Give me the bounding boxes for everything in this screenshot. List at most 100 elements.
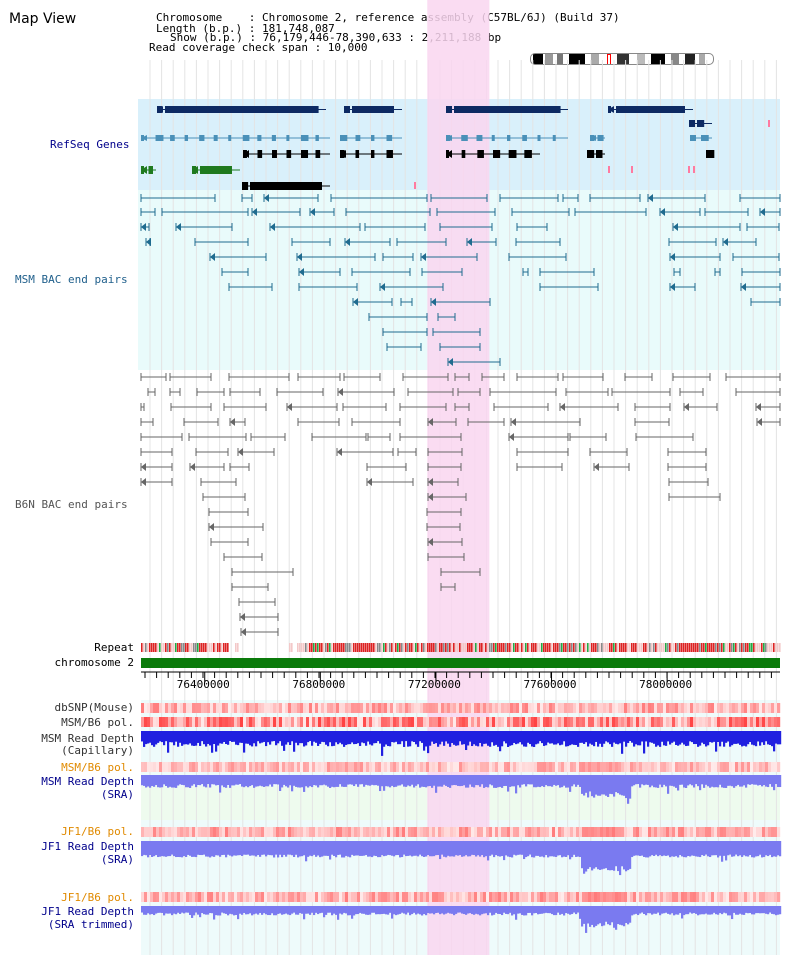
dbsnp-heat-cell [759, 703, 763, 713]
jf1-pol-heat-cell [477, 827, 481, 837]
jf1-trim-depth-bar [287, 906, 290, 915]
jf1-sra-depth-bar [561, 841, 564, 858]
msm-sra-depth-bar [583, 775, 586, 796]
msm-sra-depth-bar [287, 775, 290, 788]
jf1-pol-heat-cell [339, 827, 343, 837]
msm-capillary-depth-bar [525, 731, 528, 747]
jf1-sra-depth-bar [199, 841, 202, 856]
msm-pol2-heat-cell [507, 762, 511, 772]
track-label-msm-bac[interactable]: MSM BAC end pairs [15, 273, 128, 286]
msm-pol-heat-cell [417, 717, 421, 727]
jf1-trim-depth-bar [729, 906, 732, 916]
msm-capillary-depth-bar [747, 731, 750, 745]
jf1-pol2-heat-cell [465, 892, 469, 902]
track-label-b6n-bac[interactable]: B6N BAC end pairs [15, 498, 128, 511]
msm-capillary-depth-bar [521, 731, 524, 745]
msm-sra-depth-bar [537, 775, 540, 787]
repeat-block [563, 643, 565, 652]
repeat-block [693, 643, 695, 652]
track-label-refseq[interactable]: RefSeq Genes [50, 138, 130, 151]
msm-sra-depth-bar [467, 775, 470, 788]
msm-pol2-heat-cell [150, 762, 154, 772]
msm-capillary-depth-bar [765, 731, 768, 742]
jf1-sra-depth-bar [327, 841, 330, 856]
jf1-sra-depth-bar [193, 841, 196, 857]
repeat-block [355, 643, 357, 652]
msm-pol2-heat-cell [573, 762, 577, 772]
msm-sra-depth-bar [657, 775, 660, 788]
msm-capillary-depth-bar [417, 731, 420, 747]
msm-capillary-depth-bar [769, 731, 772, 745]
msm-pol-heat-cell [342, 717, 346, 727]
msm-capillary-depth-bar [727, 731, 730, 742]
msm-pol2-heat-cell [513, 762, 517, 772]
msm-capillary-depth-bar [549, 731, 552, 744]
jf1-trim-depth-bar [527, 906, 530, 913]
jf1-sra-depth-bar [571, 841, 574, 858]
jf1-pol-heat-cell [519, 827, 523, 837]
msm-sra-depth-bar [487, 775, 490, 788]
msm-pol-heat-cell [513, 717, 517, 727]
jf1-sra-depth-bar [291, 841, 294, 856]
msm-capillary-depth-bar [697, 731, 700, 747]
chromosome-ideogram[interactable] [530, 53, 714, 65]
repeat-block [407, 643, 409, 652]
msm-pol2-heat-cell [471, 762, 475, 772]
jf1-pol2-heat-cell [723, 892, 727, 902]
jf1-trim-depth-bar [359, 906, 362, 913]
jf1-pol-heat-cell [570, 827, 574, 837]
msm-sra-depth-bar [669, 775, 672, 786]
repeat-block [641, 643, 643, 652]
jf1-pol2-heat-cell [768, 892, 772, 902]
jf1-pol-heat-cell [759, 827, 763, 837]
msm-capillary-depth-bar [309, 731, 312, 742]
msm-bac-pair-arrow [723, 238, 728, 246]
msm-sra-depth-bar [247, 775, 250, 788]
jf1-sra-depth-bar [393, 841, 396, 857]
refseq-exon [701, 135, 709, 141]
msm-pol2-heat-cell [750, 762, 754, 772]
jf1-pol2-heat-cell [255, 892, 259, 902]
jf1-sra-depth-bar [441, 841, 444, 855]
jf1-pol-heat-cell [693, 827, 697, 837]
jf1-trim-depth-bar [571, 906, 574, 914]
jf1-trim-depth-bar [295, 906, 298, 915]
msm-capillary-depth-bar [491, 731, 494, 743]
jf1-sra-depth-bar [289, 841, 292, 855]
repeat-block [225, 643, 227, 652]
jf1-sra-depth-bar [267, 841, 270, 855]
jf1-sra-depth-bar [621, 841, 624, 867]
repeat-block [711, 643, 713, 652]
msm-sra-depth-bar [305, 775, 308, 787]
msm-capillary-depth-bar [479, 731, 482, 743]
jf1-pol2-heat-cell [144, 892, 148, 902]
msm-pol2-heat-cell [696, 762, 700, 772]
msm-capillary-depth-bar [501, 731, 504, 747]
jf1-sra-depth-bar [673, 841, 676, 857]
jf1-trim-depth-bar [719, 906, 722, 914]
repeat-block [359, 643, 361, 652]
msm-capillary-depth-bar [559, 731, 562, 746]
msm-sra-depth-bar [755, 775, 758, 785]
repeat-block [487, 643, 489, 652]
msm-pol2-heat-cell [378, 762, 382, 772]
msm-sra-depth-bar [771, 775, 774, 787]
jf1-pol2-heat-cell [636, 892, 640, 902]
msm-pol-heat-cell [306, 717, 310, 727]
jf1-trim-depth-bar [475, 906, 478, 914]
msm-pol-heat-cell [168, 717, 172, 727]
jf1-trim-depth-bar [181, 906, 184, 913]
jf1-trim-depth-bar [467, 906, 470, 914]
jf1-pol2-heat-cell [699, 892, 703, 902]
repeat-block [427, 643, 429, 652]
repeat-block [657, 643, 659, 652]
jf1-trim-depth-bar [165, 906, 168, 914]
jf1-sra-depth-bar [645, 841, 648, 858]
jf1-trim-depth-bar [251, 906, 254, 916]
dbsnp-heat-cell [360, 703, 364, 713]
dbsnp-heat-cell [630, 703, 634, 713]
jf1-pol-heat-cell [489, 827, 493, 837]
dbsnp-heat-cell [354, 703, 358, 713]
repeat-block [221, 643, 223, 652]
